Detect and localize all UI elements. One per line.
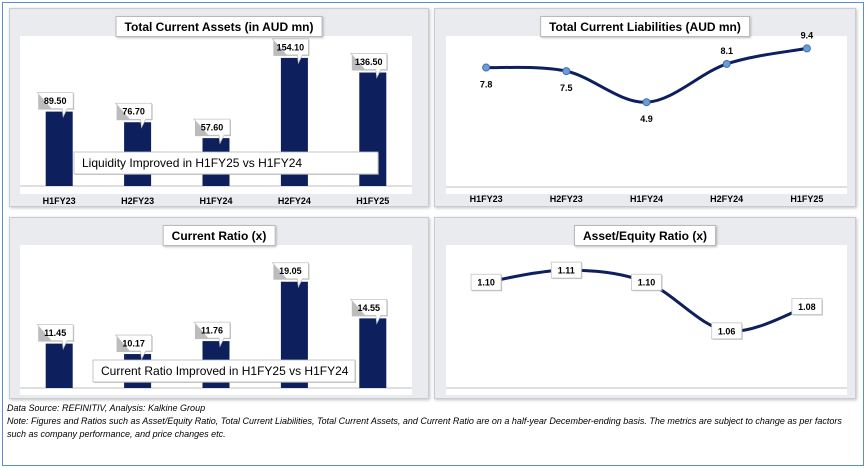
annotation-text: Current Ratio Improved in H1FY25 vs H1FY… [101, 364, 349, 378]
plot-area [446, 36, 847, 194]
value-label-H1FY24-text: 1.10 [638, 278, 656, 288]
point-H1FY23 [482, 63, 491, 72]
value-label-text: 10.17 [122, 339, 145, 349]
current-ratio-title: Current Ratio (x) [162, 225, 276, 246]
value-label-H1FY23: 11.45 [36, 324, 75, 350]
asset-equity-title: Asset/Equity Ratio (x) [573, 225, 717, 246]
plot-area [446, 245, 847, 395]
value-label-H1FY24: 11.76 [193, 321, 231, 348]
x-tick-H2FY24: H2FY24 [278, 398, 311, 399]
value-label-H1FY25: 14.55 [349, 298, 388, 325]
current-assets-panel: 89.50 H1FY23 76.70 H2FY23 57.60 H1FY24 154.10 H… [9, 8, 429, 207]
x-tick-H1FY25: H1FY25 [356, 398, 389, 399]
value-label-H2FY23: 7.5 [560, 83, 573, 93]
asset-equity-panel: 1.10H1FY231.11H2FY231.10H1FY241.06H2FY24… [434, 217, 856, 399]
value-label-H2FY23-text: 1.11 [558, 266, 575, 276]
value-label-H1FY24: 4.9 [640, 114, 653, 124]
value-label-H2FY23: 76.70 [114, 102, 153, 129]
x-tick-H1FY24: H1FY24 [199, 398, 232, 399]
point-H2FY24 [722, 59, 731, 68]
x-tick-H2FY24: H2FY24 [278, 196, 311, 206]
footer: Data Source: REFINITIV, Analysis: Kalkin… [7, 402, 857, 441]
footer-source: Data Source: REFINITIV, Analysis: Kalkin… [7, 403, 206, 413]
current-assets-chart: 89.50 H1FY23 76.70 H2FY23 57.60 H1FY24 154.10 H… [20, 36, 412, 206]
annotation-box: Liquidity Improved in H1FY25 vs H1FY24 [73, 151, 379, 175]
footer-note: Note: Figures and Ratios such as Asset/E… [7, 416, 842, 439]
x-tick-H2FY23: H2FY23 [121, 196, 154, 206]
value-label-text: 154.10 [277, 42, 305, 52]
value-label-H1FY23: 89.50 [36, 92, 75, 118]
current-ratio-panel: 11.45 H1FY23 10.17 H2FY23 11.76 H1FY24 19.05 H2… [9, 217, 429, 399]
x-tick-H2FY24: H2FY24 [710, 194, 743, 204]
value-label-H1FY24: 1.10 [631, 273, 663, 292]
current-liabilities-panel: 7.8 H1FY23 7.5 H2FY23 4.9 H1FY24 8.1 H2FY24 9.4 H… [434, 8, 856, 207]
x-tick-H2FY23: H2FY23 [550, 194, 583, 204]
value-label-H1FY25: 136.50 [349, 53, 388, 79]
current-ratio-chart: 11.45 H1FY23 10.17 H2FY23 11.76 H1FY24 19.05 H2… [20, 245, 412, 399]
value-label-H2FY23: 1.11 [550, 261, 583, 280]
x-tick-H1FY23: H1FY23 [43, 196, 76, 206]
value-label-H1FY25: 1.08 [791, 298, 823, 316]
value-label-H1FY23-text: 1.10 [477, 278, 495, 288]
point-H1FY25 [802, 44, 811, 53]
value-label-H2FY24: 154.10 [271, 38, 310, 65]
value-label-text: 11.45 [44, 328, 66, 338]
annotation-box: Current Ratio Improved in H1FY25 vs H1FY… [92, 359, 356, 383]
x-tick-H1FY25: H1FY25 [790, 194, 823, 204]
current-liabilities-chart: 7.8 H1FY23 7.5 H2FY23 4.9 H1FY24 8.1 H2FY24 9.4 H… [446, 30, 847, 204]
value-label-H1FY23: 7.8 [480, 80, 493, 90]
bar-H1FY23 [45, 343, 73, 388]
annotation-text: Liquidity Improved in H1FY25 vs H1FY24 [82, 156, 302, 170]
value-label-text: 14.55 [358, 303, 381, 313]
x-tick-H1FY23: H1FY23 [43, 398, 76, 399]
bar-H1FY23 [45, 111, 73, 186]
value-label-H2FY24: 1.06 [711, 322, 743, 340]
asset-equity-chart: 1.10H1FY231.11H2FY231.10H1FY241.06H2FY24… [446, 245, 847, 395]
value-label-H1FY25-text: 1.08 [798, 302, 816, 312]
x-tick-H1FY24: H1FY24 [199, 196, 232, 206]
value-label-H2FY24: 8.1 [720, 46, 733, 56]
bar-H1FY25 [359, 318, 387, 388]
x-tick-H2FY23: H2FY23 [121, 398, 154, 399]
value-label-text: 19.05 [279, 266, 302, 276]
value-label-text: 11.76 [201, 326, 223, 336]
current-assets-title: Total Current Assets (in AUD mn) [115, 16, 323, 37]
point-H2FY23 [562, 67, 571, 76]
value-label-H1FY25: 9.4 [801, 30, 814, 40]
value-label-text: 89.50 [44, 96, 67, 106]
value-label-H2FY24-text: 1.06 [718, 326, 736, 336]
value-label-text: 136.50 [355, 57, 383, 67]
value-label-H1FY23: 1.10 [470, 273, 503, 292]
value-label-H2FY24: 19.05 [271, 262, 310, 289]
x-tick-H1FY25: H1FY25 [356, 196, 389, 206]
current-liabilities-title: Total Current Liabilities (AUD mn) [540, 16, 750, 37]
value-label-text: 57.60 [201, 123, 224, 133]
value-label-H2FY23: 10.17 [114, 334, 153, 361]
x-tick-H1FY23: H1FY23 [470, 194, 503, 204]
x-tick-H1FY24: H1FY24 [630, 194, 663, 204]
point-H1FY24 [642, 98, 651, 107]
value-label-text: 76.70 [122, 107, 145, 117]
value-label-H1FY24: 57.60 [193, 118, 231, 145]
